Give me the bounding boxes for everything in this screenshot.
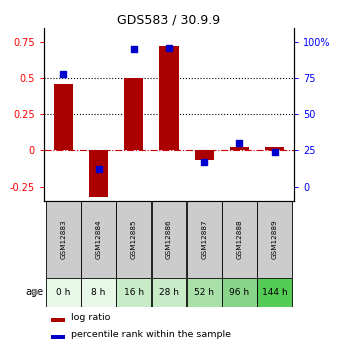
Text: 96 h: 96 h [230,288,249,297]
Bar [116,201,151,278]
Bar [230,148,249,150]
Bar [257,278,292,307]
Text: percentile rank within the sample: percentile rank within the sample [71,331,232,339]
Bar [54,84,73,150]
Bar [151,278,187,307]
Text: GSM12889: GSM12889 [272,220,278,259]
Bar [124,78,143,150]
Bar [81,201,116,278]
Bar [46,278,81,307]
Text: GSM12884: GSM12884 [96,220,101,259]
Bar [46,201,81,278]
Bar [257,201,292,278]
Bar [51,318,65,322]
Text: 8 h: 8 h [91,288,106,297]
Point [272,149,277,155]
Point [237,140,242,146]
Point [166,45,172,51]
Text: GSM12887: GSM12887 [201,220,207,259]
Bar [222,201,257,278]
Text: age: age [25,287,43,297]
Text: 52 h: 52 h [194,288,214,297]
Text: log ratio: log ratio [71,314,111,323]
Title: GDS583 / 30.9.9: GDS583 / 30.9.9 [117,13,221,27]
Text: GSM12886: GSM12886 [166,220,172,259]
Bar [51,335,65,339]
Text: 144 h: 144 h [262,288,288,297]
Bar [195,150,214,160]
Point [61,71,66,77]
Bar [116,278,151,307]
Bar [222,278,257,307]
Point [131,47,137,52]
Text: GSM12883: GSM12883 [60,220,66,259]
Bar [187,278,222,307]
Bar [89,150,108,197]
Text: 28 h: 28 h [159,288,179,297]
Text: 16 h: 16 h [124,288,144,297]
Bar [265,148,284,150]
Bar [81,278,116,307]
Point [96,166,101,172]
Text: 0 h: 0 h [56,288,71,297]
Point [201,159,207,165]
Bar [187,201,222,278]
Bar [159,46,179,150]
Text: GSM12888: GSM12888 [237,220,242,259]
Bar [151,201,187,278]
Text: GSM12885: GSM12885 [131,220,137,259]
